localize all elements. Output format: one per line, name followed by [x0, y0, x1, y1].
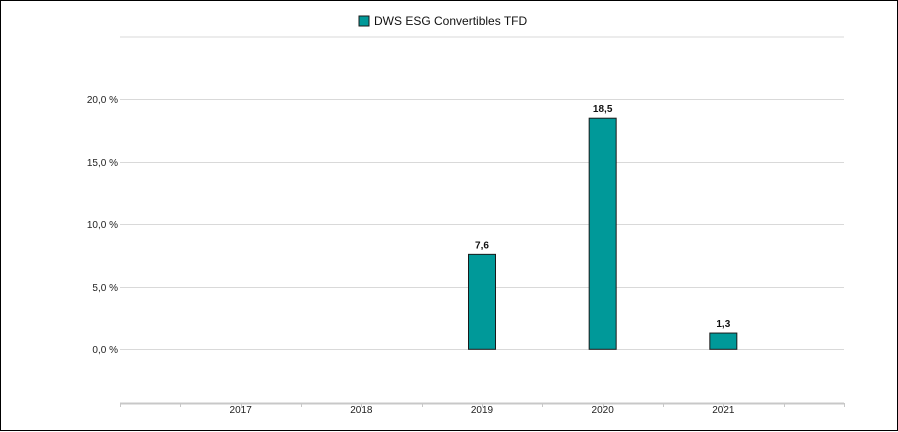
- y-tick-label: 20,0 %: [87, 95, 118, 106]
- x-tick-label: 2020: [592, 405, 615, 416]
- bar-2019: [468, 253, 496, 350]
- bars: [468, 117, 738, 350]
- x-tick-label: 2019: [471, 405, 494, 416]
- legend-label: DWS ESG Convertibles TFD: [374, 14, 527, 28]
- x-tick-label: 2021: [712, 405, 735, 416]
- y-tick-label: 10,0 %: [87, 220, 118, 231]
- legend: DWS ESG Convertibles TFD: [358, 14, 527, 28]
- data-label-2019: 7,6: [475, 240, 489, 251]
- data-label-2021: 1,3: [716, 319, 730, 330]
- y-tick-label: 5,0 %: [92, 283, 118, 294]
- x-tick-label: 2017: [230, 405, 253, 416]
- y-axis-ticks: 0,0 % 5,0 % 10,0 % 15,0 % 20,0 %: [87, 95, 118, 356]
- legend-swatch: [358, 15, 370, 27]
- data-labels: 7,6 18,5 1,3: [475, 104, 731, 330]
- y-tick-label: 15,0 %: [87, 158, 118, 169]
- bar-2021: [709, 332, 738, 350]
- x-axis: 2017 2018 2019 2020 2021: [120, 402, 845, 416]
- bar-2020: [588, 117, 617, 350]
- y-tick-label: 0,0 %: [92, 345, 118, 356]
- data-label-2020: 18,5: [593, 104, 613, 115]
- x-tick-label: 2018: [350, 405, 373, 416]
